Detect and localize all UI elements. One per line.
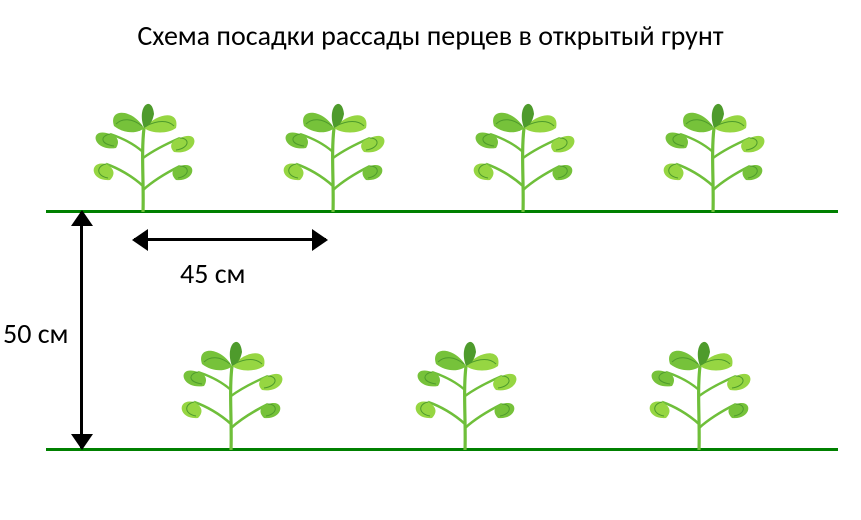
seedling-icon-row1-2 <box>278 94 388 212</box>
planting-row-line-1 <box>46 210 838 213</box>
vertical-spacing-arrow <box>80 212 83 448</box>
planting-row-line-2 <box>46 448 838 451</box>
horizontal-arrow-head-left <box>132 229 148 251</box>
vertical-arrow-head-top <box>71 210 93 226</box>
seedling-icon-row1-3 <box>468 94 578 212</box>
seedling-icon-row1-1 <box>88 94 198 212</box>
vertical-spacing-label: 50 см <box>3 316 69 351</box>
vertical-arrow-head-bottom <box>71 434 93 450</box>
seedling-icon-row2-2 <box>410 332 520 450</box>
horizontal-arrow-head-right <box>312 229 328 251</box>
seedling-icon-row2-1 <box>176 332 286 450</box>
horizontal-spacing-label: 45 см <box>180 256 246 291</box>
seedling-icon-row2-3 <box>644 332 754 450</box>
seedling-icon-row1-4 <box>658 94 768 212</box>
diagram-title: Схема посадки рассады перцев в открытый … <box>0 18 861 53</box>
horizontal-spacing-arrow <box>134 238 326 241</box>
